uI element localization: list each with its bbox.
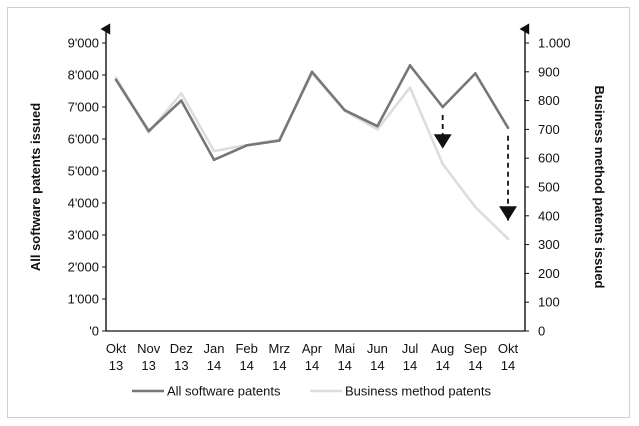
x-tick-label-year: 14 <box>435 358 449 373</box>
right-axis-tick-label: 100 <box>538 295 560 310</box>
data-point <box>114 76 118 79</box>
data-point <box>441 162 445 166</box>
data-point <box>506 126 510 130</box>
x-tick-label-month: Jan <box>204 341 225 356</box>
right-axis-tick-label: 0 <box>538 324 545 339</box>
legend-label-all-software-patents: All software patents <box>167 384 281 399</box>
data-point <box>474 72 477 75</box>
right-axis-title: Business method patents issued <box>592 86 607 289</box>
x-tick-label-year: 13 <box>174 358 188 373</box>
chart-frame: '0 1'000 2'000 3'000 4'000 5'000 6'000 7'000 8'0… <box>7 7 630 418</box>
data-point <box>376 124 379 128</box>
x-tick-label-year: 14 <box>403 358 417 373</box>
left-axis-tick-label: 6'000 <box>68 132 99 147</box>
x-tick-label-year: 14 <box>207 358 221 373</box>
left-axis-tick-label: 3'000 <box>68 228 99 243</box>
right-axis-tick-label: 600 <box>538 151 560 166</box>
data-point <box>310 70 314 74</box>
x-tick-label-year: 13 <box>109 358 123 373</box>
annotations <box>433 115 518 221</box>
x-tick-label-year: 14 <box>501 358 515 373</box>
data-point <box>474 205 477 209</box>
left-axis-tick-label: 7'000 <box>68 100 99 115</box>
data-point <box>245 144 248 147</box>
right-axis-tick-label: 300 <box>538 237 560 252</box>
data-point <box>278 139 281 142</box>
left-axis-tick-label: 9'000 <box>68 36 99 51</box>
data-point <box>408 86 412 89</box>
right-axis-tick-label: 800 <box>538 93 560 108</box>
legend: All software patents Business method pate… <box>132 384 491 399</box>
x-tick-label-year: 13 <box>141 358 155 373</box>
data-point <box>212 158 216 162</box>
left-axis: '0 1'000 2'000 3'000 4'000 5'000 6'000 7'000 8'0… <box>28 23 111 339</box>
series-line-all-software-patents <box>114 64 510 162</box>
right-axis-tick-label: 200 <box>538 266 560 281</box>
x-tick-label-month: Dez <box>170 341 193 356</box>
x-tick-label-month: Mrz <box>269 341 291 356</box>
x-tick-label-year: 14 <box>305 358 319 373</box>
x-tick-label-month: Nov <box>137 341 161 356</box>
data-point <box>114 78 118 82</box>
x-tick-label-year: 14 <box>370 358 384 373</box>
right-axis-tick-label: 500 <box>538 180 560 195</box>
series-lines <box>114 64 510 241</box>
x-tick-label-year: 14 <box>272 358 286 373</box>
line-chart: '0 1'000 2'000 3'000 4'000 5'000 6'000 7'000 8'0… <box>28 23 607 399</box>
right-axis: 0 100 200 300 400 500 600 700 800 900 1.000 Busines… <box>519 23 607 339</box>
x-tick-label-month: Mai <box>334 341 355 356</box>
right-axis-tick-label: 400 <box>538 208 560 223</box>
left-axis-tick-label: 8'000 <box>68 68 99 83</box>
data-point <box>180 92 183 95</box>
right-axis-tick-label: 900 <box>538 64 560 79</box>
left-axis-tick-label: 1'000 <box>68 292 99 307</box>
x-tick-label-month: Aug <box>431 341 454 356</box>
legend-label-business-method-patents: Business method patents <box>345 384 491 399</box>
x-tick-label-year: 14 <box>239 358 253 373</box>
x-tick-label-month: Jul <box>402 341 419 356</box>
left-axis-tick-label: 4'000 <box>68 196 99 211</box>
x-tick-label-year: 14 <box>468 358 482 373</box>
left-axis-title: All software patents issued <box>28 103 43 271</box>
data-point <box>180 99 183 102</box>
right-axis-tick-label: 1.000 <box>538 36 571 51</box>
data-point <box>408 64 412 67</box>
x-axis: Okt 13 Nov 13 Dez 13 Jan 14 Feb 14 Mrz 14 Apr 14 Mai 14… <box>106 330 525 373</box>
x-tick-label-year: 14 <box>337 358 351 373</box>
x-tick-label-month: Feb <box>235 341 257 356</box>
x-tick-label-month: Jun <box>367 341 388 356</box>
x-tick-label-month: Okt <box>498 341 519 356</box>
right-axis-tick-label: 700 <box>538 122 560 137</box>
x-tick-label-month: Sep <box>464 341 487 356</box>
data-point <box>506 237 510 241</box>
data-point <box>343 108 346 112</box>
data-point <box>212 149 216 153</box>
data-point <box>147 129 150 133</box>
left-axis-tick-label: 2'000 <box>68 260 99 275</box>
data-point <box>441 105 445 109</box>
data-point <box>376 128 379 131</box>
left-axis-tick-label: '0 <box>89 324 99 339</box>
x-tick-label-month: Apr <box>302 341 323 356</box>
series-line-business-method-patents <box>114 71 509 240</box>
left-axis-tick-label: 5'000 <box>68 164 99 179</box>
x-tick-label-month: Okt <box>106 341 127 356</box>
